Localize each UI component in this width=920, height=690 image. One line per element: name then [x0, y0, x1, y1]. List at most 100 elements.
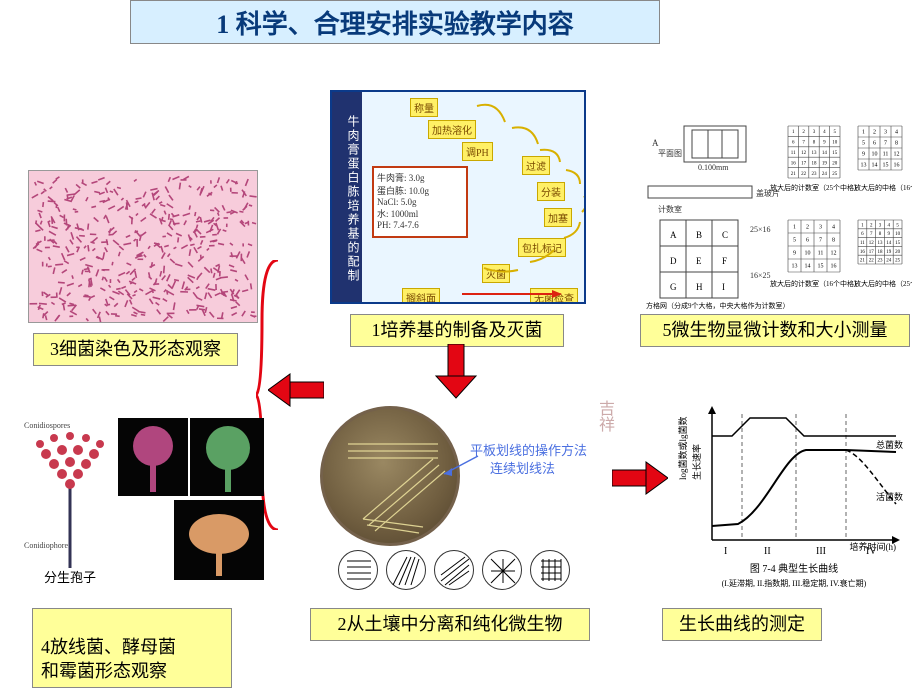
svg-text:G: G — [670, 282, 677, 292]
conidiophore-drawing: Conidiospores Conidiophore 分生孢子 — [24, 418, 116, 588]
flow-step-9: 搁斜面 — [402, 288, 440, 304]
svg-text:21: 21 — [791, 172, 797, 177]
micrograph-bacteria — [28, 170, 258, 323]
svg-text:14: 14 — [805, 264, 811, 270]
svg-text:24: 24 — [886, 259, 892, 264]
svg-text:总菌数: 总菌数 — [876, 439, 903, 450]
svg-text:15: 15 — [832, 151, 838, 156]
streak-mini-2 — [386, 550, 426, 590]
flow-step-2: 调PH — [462, 142, 493, 161]
svg-text:F: F — [722, 256, 727, 266]
svg-text:4: 4 — [832, 225, 835, 231]
svg-text:11: 11 — [883, 152, 889, 158]
svg-text:3: 3 — [879, 223, 882, 228]
flow-step-1: 加热溶化 — [428, 120, 476, 139]
svg-text:5: 5 — [862, 141, 865, 147]
svg-text:7: 7 — [819, 238, 822, 244]
svg-text:13: 13 — [812, 151, 818, 156]
svg-text:A: A — [652, 138, 659, 148]
svg-text:9: 9 — [793, 251, 796, 257]
growth-curve: log菌数或lg菌数 生长速率 总菌数 活菌数 I II III IV 培养时间… — [676, 400, 912, 590]
svg-text:2: 2 — [870, 223, 873, 228]
svg-text:放大后的中格（25个小格）: 放大后的中格（25个小格） — [854, 279, 912, 288]
svg-text:2: 2 — [806, 225, 809, 231]
flow-step-6: 包扎标记 — [518, 238, 566, 257]
svg-text:log菌数或lg菌数: log菌数或lg菌数 — [677, 416, 688, 480]
svg-text:3: 3 — [819, 225, 822, 231]
flow-step-5: 加塞 — [544, 208, 572, 227]
svg-text:放大后的计数室（25个中格）: 放大后的计数室（25个中格） — [770, 183, 861, 192]
svg-text:8: 8 — [813, 141, 816, 146]
svg-text:4: 4 — [888, 223, 891, 228]
flow-step-4: 分装 — [537, 182, 565, 201]
svg-text:10: 10 — [895, 232, 901, 237]
svg-text:19: 19 — [822, 161, 828, 166]
label-6: 生长曲线的测定 — [662, 608, 822, 641]
svg-text:22: 22 — [869, 259, 875, 264]
flow-step-3: 过滤 — [522, 156, 550, 175]
svg-text:C: C — [722, 230, 728, 240]
svg-text:8: 8 — [895, 141, 898, 147]
svg-text:12: 12 — [801, 151, 807, 156]
svg-text:11: 11 — [818, 251, 824, 257]
isolation-panel: 吉祥 平板划线的操作方法 连续划线法 — [320, 400, 620, 596]
svg-text:II: II — [764, 546, 771, 557]
flowchart-recipe: 牛肉膏: 3.0g 蛋白胨: 10.0g NaCl: 5.0g 水: 1000m… — [372, 166, 468, 238]
molds-panel: Conidiospores Conidiophore 分生孢子 — [24, 418, 264, 588]
svg-text:4: 4 — [823, 130, 826, 135]
svg-text:2: 2 — [802, 130, 805, 135]
svg-text:13: 13 — [878, 241, 884, 246]
page-title: 1 科学、合理安排实验教学内容 — [130, 0, 660, 44]
petri-caption-2: 连续划线法 — [490, 458, 555, 477]
svg-text:11: 11 — [860, 241, 865, 246]
svg-text:平面图: 平面图 — [658, 149, 682, 158]
streak-mini-3 — [434, 550, 474, 590]
svg-text:3: 3 — [813, 130, 816, 135]
svg-text:23: 23 — [812, 172, 818, 177]
label-4-text: 4放线菌、酵母菌 和霉菌形态观察 — [41, 637, 176, 680]
mold-photo-2 — [190, 418, 264, 496]
counting-chamber-diagram: A 平面图 0.100mm 盖玻片 计数室 ABC DEF GHI 25×16 … — [638, 120, 912, 310]
page-title-text: 1 科学、合理安排实验教学内容 — [216, 4, 574, 41]
svg-text:24: 24 — [822, 172, 828, 177]
arrow-right — [612, 458, 668, 498]
svg-text:5: 5 — [896, 223, 899, 228]
svg-text:1: 1 — [793, 225, 796, 231]
svg-text:Conidiophore: Conidiophore — [24, 541, 68, 550]
svg-text:I: I — [722, 282, 725, 292]
svg-text:8: 8 — [832, 238, 835, 244]
label-5: 5微生物显微计数和大小测量 — [640, 314, 910, 347]
label-1-text: 1培养基的制备及灭菌 — [372, 320, 543, 340]
svg-text:9: 9 — [862, 152, 865, 158]
svg-text:18: 18 — [812, 161, 818, 166]
flow-step-7: 灭菌 — [482, 264, 510, 283]
mold-photo-1 — [118, 418, 188, 496]
svg-text:E: E — [696, 256, 702, 266]
svg-text:12: 12 — [831, 251, 837, 257]
svg-text:4: 4 — [895, 130, 898, 136]
svg-text:I: I — [724, 546, 727, 557]
streak-mini-1 — [338, 550, 378, 590]
svg-text:11: 11 — [791, 151, 796, 156]
svg-text:1: 1 — [861, 223, 864, 228]
label-1: 1培养基的制备及灭菌 — [350, 314, 564, 347]
svg-text:8: 8 — [879, 232, 882, 237]
svg-text:17: 17 — [869, 250, 875, 255]
svg-text:22: 22 — [801, 172, 807, 177]
svg-text:15: 15 — [883, 163, 889, 169]
svg-text:III: III — [816, 546, 826, 557]
svg-text:14: 14 — [822, 151, 828, 156]
svg-text:6: 6 — [861, 232, 864, 237]
streak-mini-4 — [482, 550, 522, 590]
flow-step-0: 称量 — [410, 98, 438, 117]
stamp-text: 吉祥 — [592, 400, 616, 432]
svg-text:Conidiospores: Conidiospores — [24, 421, 70, 430]
svg-text:D: D — [670, 256, 677, 266]
counting-svg: A 平面图 0.100mm 盖玻片 计数室 ABC DEF GHI 25×16 … — [638, 120, 912, 310]
svg-text:方格网（分成9个大格，中央大格作为计数室）: 方格网（分成9个大格，中央大格作为计数室） — [646, 301, 790, 310]
svg-text:16: 16 — [894, 163, 900, 169]
svg-text:18: 18 — [878, 250, 884, 255]
svg-text:25: 25 — [895, 259, 901, 264]
arrow-down — [428, 344, 484, 400]
svg-text:0.100mm: 0.100mm — [698, 163, 729, 172]
